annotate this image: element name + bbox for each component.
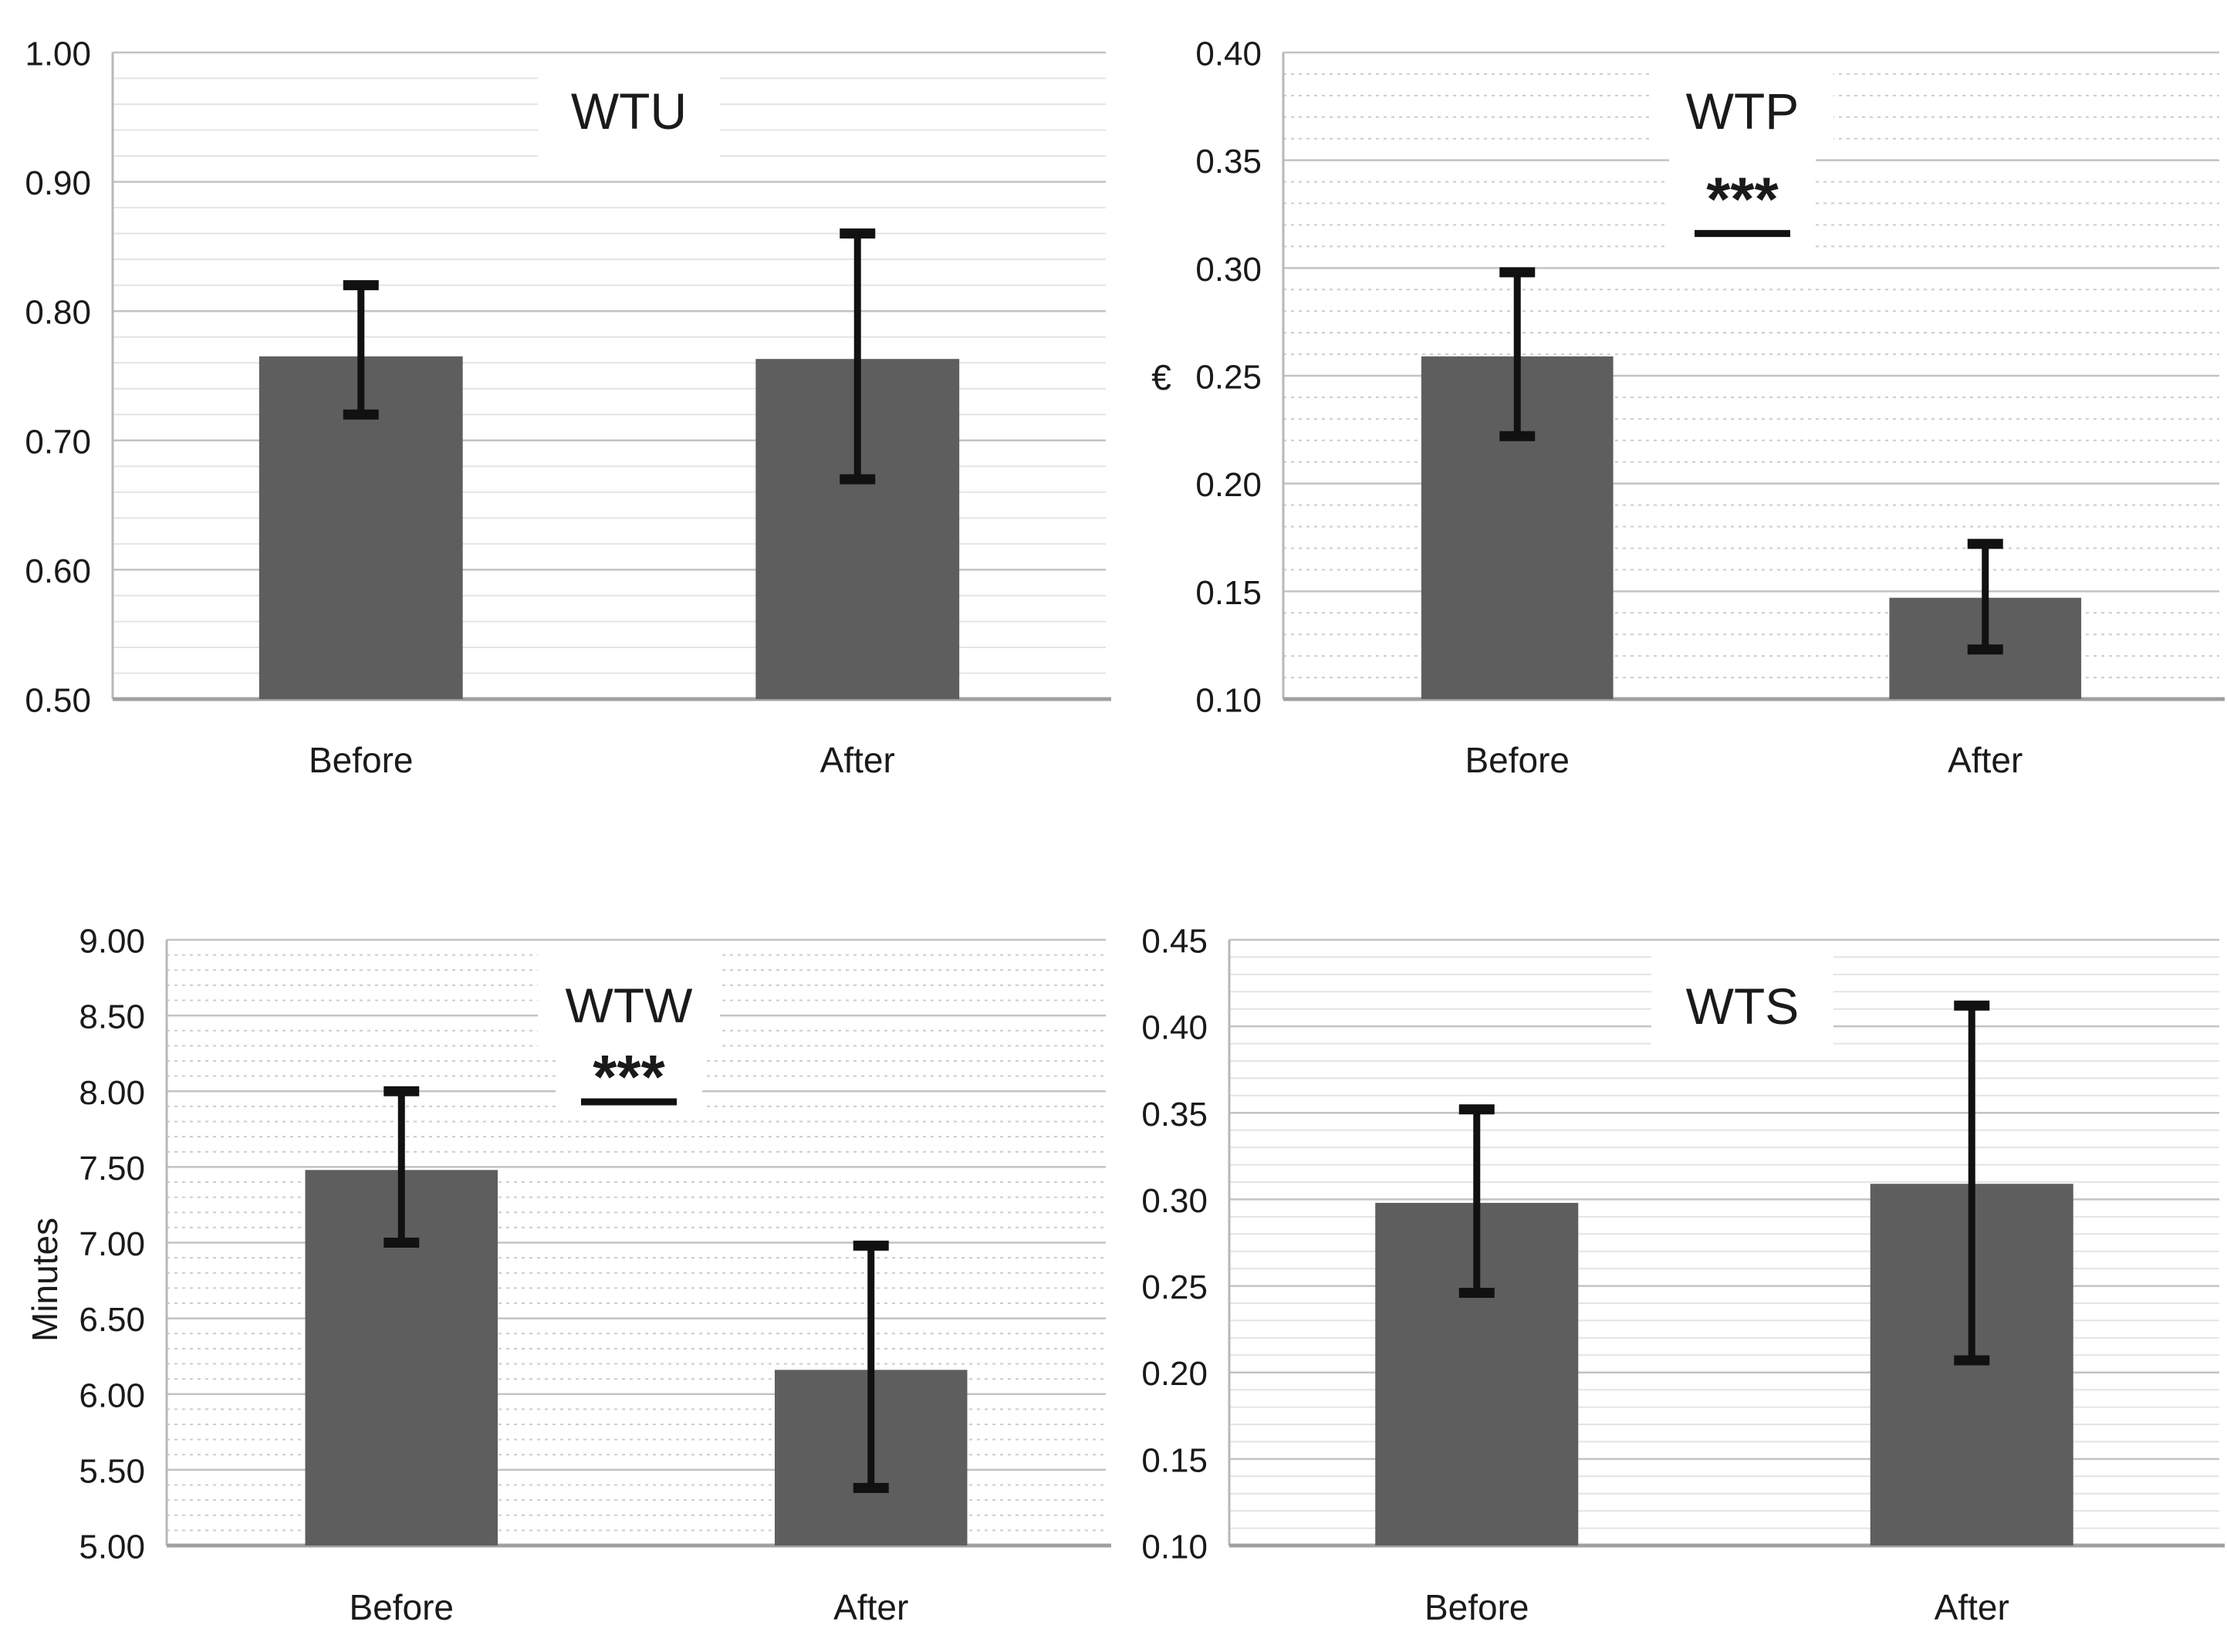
wtw-bar-chart: 5.00 5.50 6.00 6.50 7.00 7.50 8.00 8.50 9.00 Befo… <box>0 824 1114 1648</box>
wtu-bar-chart: 0.50 0.60 0.70 0.80 0.90 1.00 Before After WTU <box>0 0 1114 824</box>
y-tick-label: 0.10 <box>1141 1529 1208 1566</box>
y-tick-label: 0.60 <box>25 552 91 590</box>
y-tick-label: 8.50 <box>79 998 145 1036</box>
y-tick-label: 0.10 <box>1195 682 1262 720</box>
y-tick-label: 0.90 <box>25 164 91 202</box>
chart-panel-wtu: 0.50 0.60 0.70 0.80 0.90 1.00 Before After WTU <box>0 0 1114 824</box>
title-background <box>538 57 720 159</box>
wtp-bar-chart: 0.10 0.15 0.20 0.25 0.30 0.35 0.40 Before After €… <box>1114 0 2227 824</box>
y-tick-label: 0.35 <box>1195 143 1262 181</box>
title-background <box>1651 952 1833 1054</box>
wts-bar-chart: 0.10 0.15 0.20 0.25 0.30 0.35 0.40 0.45 Before Af… <box>1114 824 2227 1648</box>
x-category-label: After <box>1948 740 2023 780</box>
chart-panel-wts: 0.10 0.15 0.20 0.25 0.30 0.35 0.40 0.45 Before Af… <box>1114 824 2227 1648</box>
y-tick-label: 0.40 <box>1195 35 1262 73</box>
y-tick-label: 0.25 <box>1195 359 1262 397</box>
y-tick-label: 0.20 <box>1141 1355 1208 1393</box>
y-tick-label: 9.00 <box>79 923 145 961</box>
y-tick-label: 6.50 <box>79 1301 145 1339</box>
y-tick-label: 0.50 <box>25 682 91 720</box>
chart-title: WTP <box>1686 83 1800 140</box>
y-tick-label: 1.00 <box>25 35 91 73</box>
y-axis-unit-label: € <box>1151 357 1171 397</box>
y-tick-label: 0.25 <box>1141 1269 1208 1306</box>
y-tick-label: 8.00 <box>79 1074 145 1112</box>
x-category-label: After <box>833 1587 908 1627</box>
significance-stars: *** <box>1706 165 1779 234</box>
y-tick-label: 5.00 <box>79 1529 145 1566</box>
y-tick-label: 0.45 <box>1141 923 1208 961</box>
chart-panel-wtp: 0.10 0.15 0.20 0.25 0.30 0.35 0.40 Before After €… <box>1114 0 2227 824</box>
y-tick-label: 0.20 <box>1195 466 1262 504</box>
y-tick-label: 0.30 <box>1195 251 1262 289</box>
y-tick-label: 0.35 <box>1141 1096 1208 1133</box>
y-tick-label: 7.50 <box>79 1150 145 1187</box>
x-category-label: Before <box>1424 1587 1529 1627</box>
x-category-label: After <box>820 740 895 780</box>
y-tick-label: 5.50 <box>79 1452 145 1490</box>
chart-panel-wtw: 5.00 5.50 6.00 6.50 7.00 7.50 8.00 8.50 9.00 Befo… <box>0 824 1114 1648</box>
title-background <box>1651 57 1833 159</box>
y-tick-label: 7.00 <box>79 1225 145 1263</box>
y-tick-label: 0.15 <box>1141 1441 1208 1479</box>
x-category-label: Before <box>349 1587 454 1627</box>
x-category-label: After <box>1935 1587 2009 1627</box>
chart-title: WTU <box>571 83 687 140</box>
y-tick-label: 6.00 <box>79 1377 145 1414</box>
y-tick-label: 0.15 <box>1195 574 1262 612</box>
y-tick-label: 0.70 <box>25 423 91 461</box>
x-category-label: Before <box>1465 740 1570 780</box>
y-tick-label: 0.80 <box>25 294 91 332</box>
y-tick-label: 0.30 <box>1141 1182 1208 1220</box>
y-tick-label: 0.40 <box>1141 1009 1208 1047</box>
x-category-label: Before <box>309 740 414 780</box>
chart-title: WTS <box>1686 978 1800 1035</box>
y-axis-unit-label: Minutes <box>25 1218 65 1342</box>
